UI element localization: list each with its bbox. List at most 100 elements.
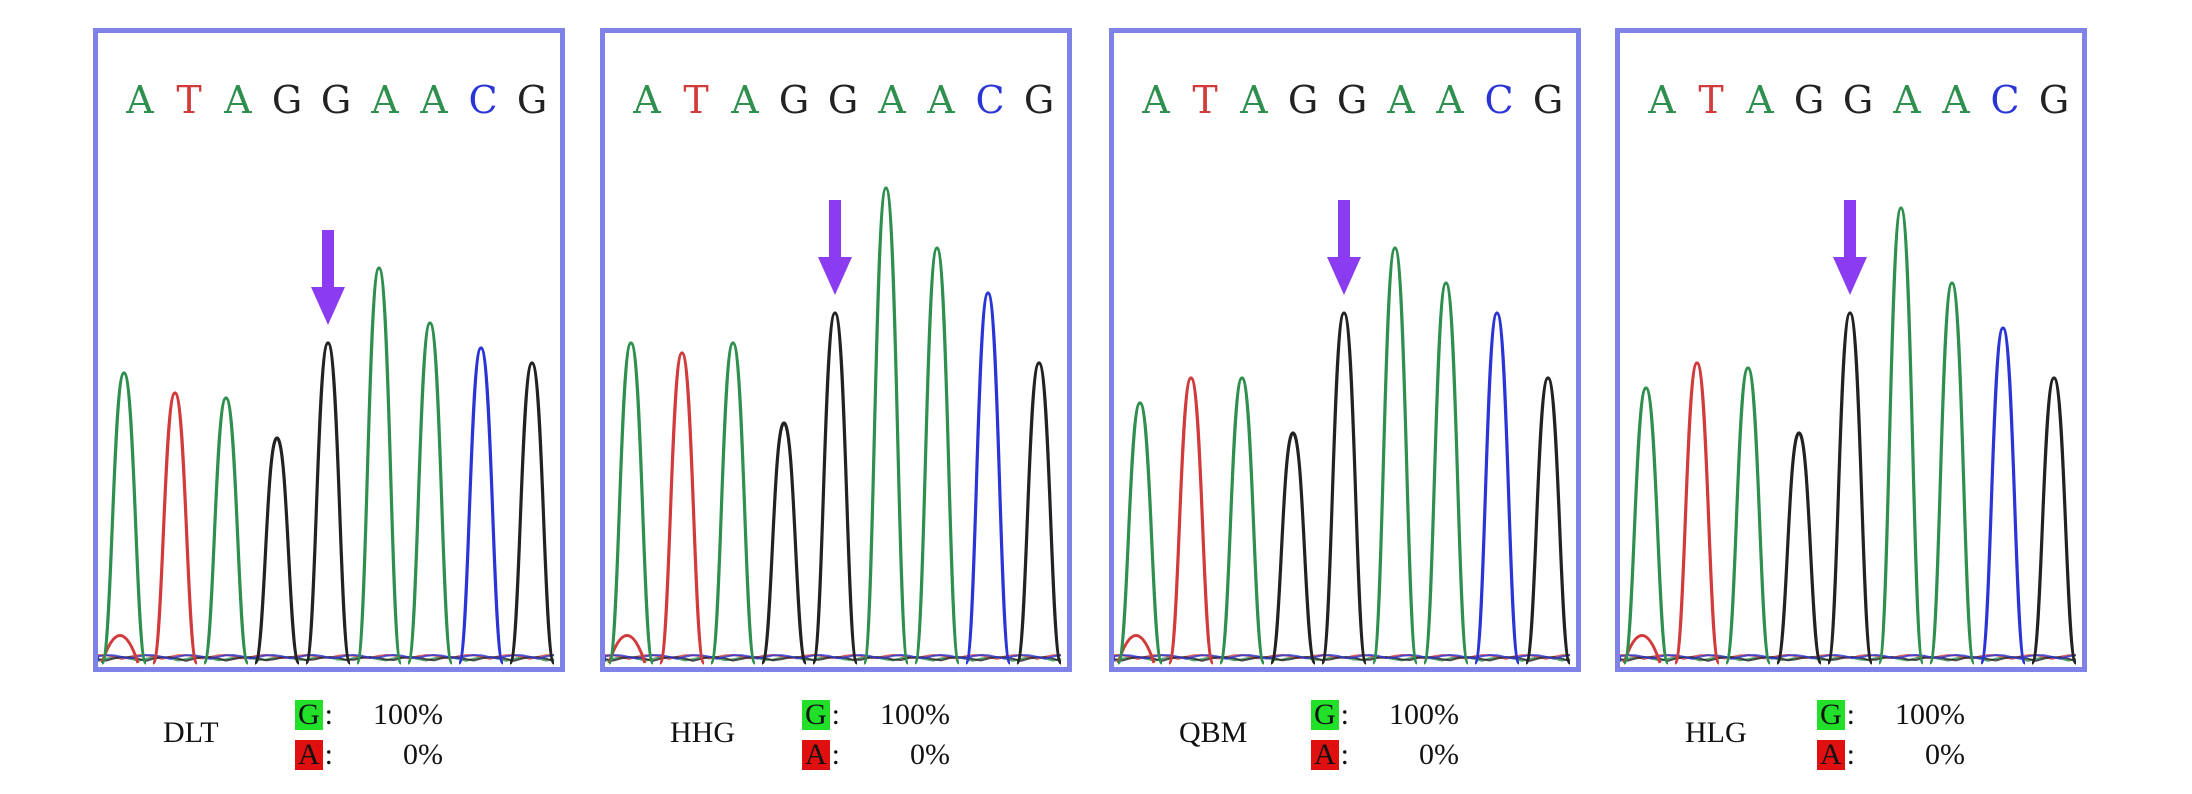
baseline-noise-trace xyxy=(1620,653,2077,661)
trace-peak-a xyxy=(1724,366,1772,665)
base-call-letter: T xyxy=(683,78,708,122)
allele-percent: 100% xyxy=(373,698,443,731)
allele-frequency-row: G: 100% xyxy=(802,698,950,732)
base-call-letter: G xyxy=(272,78,302,122)
base-call-letter: G xyxy=(1794,78,1824,122)
trace-peak-a xyxy=(1877,206,1925,665)
base-call-letter: C xyxy=(975,78,1004,122)
allele-percent: 100% xyxy=(1895,698,1965,731)
trace-peak-g xyxy=(1826,311,1874,665)
allele-base-label: G xyxy=(1817,700,1845,730)
baseline-noise-trace xyxy=(1114,653,1571,661)
sample-name: QBM xyxy=(1179,716,1248,749)
trace-peak-c xyxy=(1979,326,2027,665)
allele-separator: : xyxy=(324,738,334,771)
trace-peak-c xyxy=(964,291,1012,665)
trace-peak-a xyxy=(100,371,148,665)
trace-peak-g xyxy=(1320,311,1368,665)
base-call-letter: A xyxy=(1386,78,1415,122)
trace-peak-a xyxy=(1371,246,1419,665)
allele-base-label: A xyxy=(1817,740,1845,770)
allele-percent: 100% xyxy=(880,698,950,731)
allele-percent: 0% xyxy=(403,738,443,771)
base-call-letter: A xyxy=(1141,78,1170,122)
allele-base-label: G xyxy=(802,700,830,730)
base-call-letter: G xyxy=(779,78,809,122)
allele-frequency-row: G: 100% xyxy=(1817,698,1965,732)
base-call-letter: A xyxy=(1435,78,1464,122)
base-call-letter: G xyxy=(1843,78,1873,122)
allele-base-label: G xyxy=(295,700,323,730)
base-call-letter: A xyxy=(1647,78,1676,122)
trace-peak-a xyxy=(1422,281,1470,665)
allele-separator: : xyxy=(1846,738,1856,771)
trace-peak-g xyxy=(253,436,301,665)
allele-frequency-row: A: 0% xyxy=(802,738,950,772)
base-call-letter: C xyxy=(1990,78,2019,122)
allele-percent: 100% xyxy=(1389,698,1459,731)
base-call-letter: G xyxy=(321,78,351,122)
trace-peak-c xyxy=(457,346,505,665)
trace-peak-c xyxy=(1473,311,1521,665)
sample-name: DLT xyxy=(163,716,219,749)
allele-base-label: A xyxy=(802,740,830,770)
snp-arrow-icon xyxy=(818,200,852,295)
trace-peak-a xyxy=(355,266,403,665)
trace-peak-a xyxy=(1218,376,1266,665)
base-call-letter: G xyxy=(828,78,858,122)
trace-peak-g xyxy=(1524,376,1572,665)
allele-frequency-row: A: 0% xyxy=(1311,738,1459,772)
allele-frequency-row: A: 0% xyxy=(1817,738,1965,772)
snp-arrow-icon xyxy=(1833,200,1867,295)
base-call-letter: G xyxy=(2039,78,2069,122)
allele-percent: 0% xyxy=(1925,738,1965,771)
base-call-letter: G xyxy=(1337,78,1367,122)
base-call-letter: A xyxy=(926,78,955,122)
allele-frequency-row: G: 100% xyxy=(1311,698,1459,732)
base-call-letter: A xyxy=(877,78,906,122)
allele-base-label: A xyxy=(295,740,323,770)
base-call-letter: A xyxy=(1941,78,1970,122)
trace-peak-g xyxy=(304,341,352,665)
trace-peak-g xyxy=(2030,376,2078,665)
trace-peak-t xyxy=(1167,376,1215,665)
trace-peak-g xyxy=(1269,431,1317,665)
trace-peak-t xyxy=(658,351,706,665)
base-call-letter: A xyxy=(1745,78,1774,122)
base-call-letter: C xyxy=(1484,78,1513,122)
trace-peak-a xyxy=(1622,386,1670,665)
base-call-letter: A xyxy=(125,78,154,122)
trace-peak-g xyxy=(811,311,859,665)
allele-separator: : xyxy=(1340,738,1350,771)
base-call-letter: A xyxy=(730,78,759,122)
trace-peak-a xyxy=(406,321,454,665)
base-call-letter: A xyxy=(1239,78,1268,122)
sample-name: HLG xyxy=(1685,716,1747,749)
trace-peak-t xyxy=(151,391,199,665)
trace-peak-g xyxy=(508,361,556,665)
base-call-letter: C xyxy=(468,78,497,122)
baseline-noise-trace xyxy=(98,653,555,661)
allele-percent: 0% xyxy=(910,738,950,771)
snp-arrow-icon xyxy=(311,230,345,325)
trace-peak-a xyxy=(709,341,757,665)
allele-separator: : xyxy=(831,738,841,771)
base-call-letter: T xyxy=(1698,78,1723,122)
base-call-letter: G xyxy=(1533,78,1563,122)
allele-separator: : xyxy=(831,698,841,731)
trace-peak-a xyxy=(1116,401,1164,665)
trace-peak-a xyxy=(607,341,655,665)
base-call-letter: A xyxy=(223,78,252,122)
base-call-letter: T xyxy=(176,78,201,122)
base-call-letter: G xyxy=(1288,78,1318,122)
allele-frequency-row: A: 0% xyxy=(295,738,443,772)
snp-arrow-icon xyxy=(1327,200,1361,295)
baseline-noise-trace xyxy=(605,653,1062,661)
trace-peak-a xyxy=(862,186,910,665)
allele-base-label: A xyxy=(1311,740,1339,770)
sample-name: HHG xyxy=(670,716,735,749)
trace-peak-a xyxy=(202,396,250,665)
trace-peak-a xyxy=(1928,281,1976,665)
